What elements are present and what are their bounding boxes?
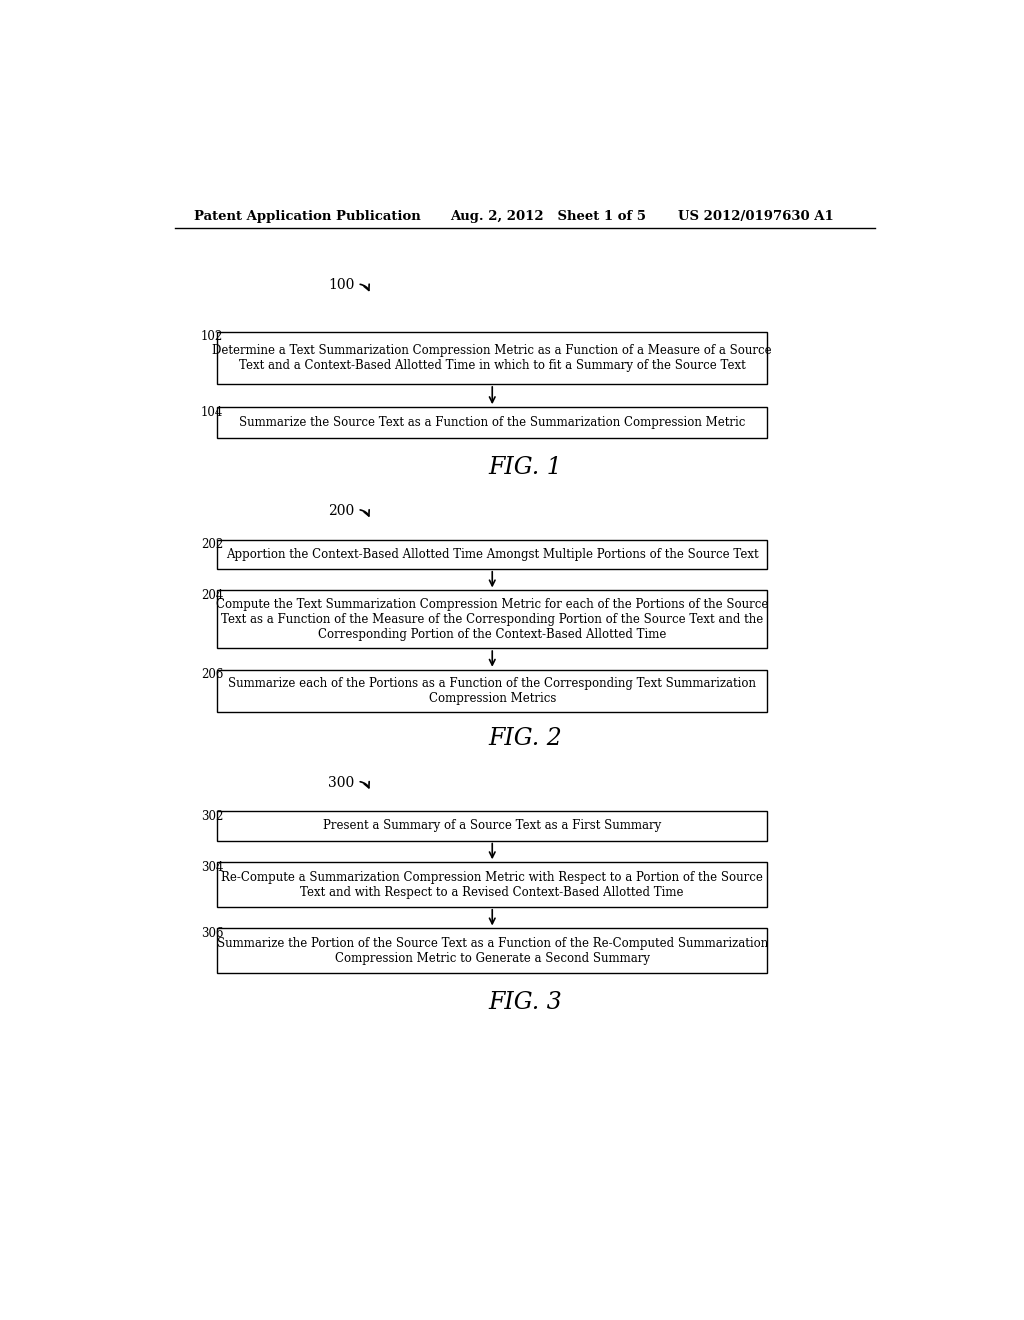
- Text: 202: 202: [201, 539, 223, 550]
- FancyBboxPatch shape: [217, 331, 767, 384]
- Text: Re-Compute a Summarization Compression Metric with Respect to a Portion of the S: Re-Compute a Summarization Compression M…: [221, 870, 763, 899]
- Text: 306: 306: [201, 927, 223, 940]
- Text: 104: 104: [201, 405, 223, 418]
- Text: Determine a Text Summarization Compression Metric as a Function of a Measure of : Determine a Text Summarization Compressi…: [212, 343, 772, 372]
- Text: FIG. 1: FIG. 1: [487, 455, 562, 479]
- Text: 304: 304: [201, 861, 223, 874]
- Text: Summarize each of the Portions as a Function of the Corresponding Text Summariza: Summarize each of the Portions as a Func…: [228, 677, 757, 705]
- FancyBboxPatch shape: [217, 862, 767, 907]
- FancyBboxPatch shape: [217, 590, 767, 648]
- FancyBboxPatch shape: [217, 928, 767, 973]
- Text: 300: 300: [328, 776, 354, 789]
- Text: 100: 100: [328, 279, 354, 293]
- Text: Compute the Text Summarization Compression Metric for each of the Portions of th: Compute the Text Summarization Compressi…: [216, 598, 768, 640]
- FancyBboxPatch shape: [217, 540, 767, 569]
- Text: FIG. 2: FIG. 2: [487, 727, 562, 751]
- Text: 206: 206: [201, 668, 223, 681]
- Text: Patent Application Publication: Patent Application Publication: [194, 210, 421, 223]
- Text: Present a Summary of a Source Text as a First Summary: Present a Summary of a Source Text as a …: [324, 820, 662, 833]
- FancyBboxPatch shape: [217, 407, 767, 438]
- Text: Summarize the Portion of the Source Text as a Function of the Re-Computed Summar: Summarize the Portion of the Source Text…: [217, 937, 768, 965]
- Text: 204: 204: [201, 589, 223, 602]
- Text: 302: 302: [201, 810, 223, 822]
- Text: 200: 200: [328, 504, 354, 517]
- Text: Summarize the Source Text as a Function of the Summarization Compression Metric: Summarize the Source Text as a Function …: [239, 416, 745, 429]
- Text: FIG. 3: FIG. 3: [487, 991, 562, 1014]
- Text: Aug. 2, 2012   Sheet 1 of 5: Aug. 2, 2012 Sheet 1 of 5: [450, 210, 645, 223]
- Text: US 2012/0197630 A1: US 2012/0197630 A1: [678, 210, 834, 223]
- Text: Apportion the Context-Based Allotted Time Amongst Multiple Portions of the Sourc: Apportion the Context-Based Allotted Tim…: [226, 548, 759, 561]
- Text: 102: 102: [201, 330, 223, 343]
- FancyBboxPatch shape: [217, 669, 767, 711]
- FancyBboxPatch shape: [217, 812, 767, 841]
